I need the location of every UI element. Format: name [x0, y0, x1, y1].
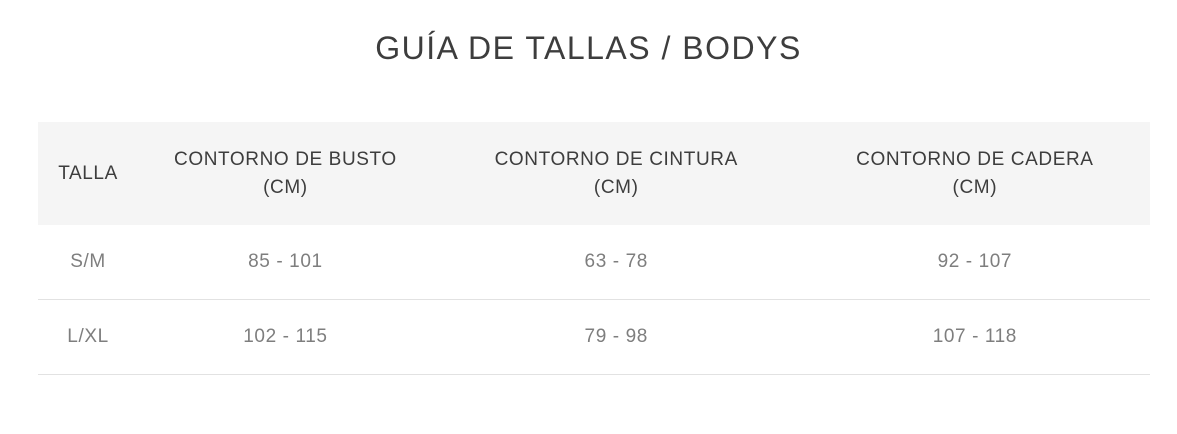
page-title: GUÍA DE TALLAS / BODYS [375, 30, 802, 66]
size-guide-page: GUÍA DE TALLAS / BODYS TALLA CONTORNO DE… [0, 26, 1177, 375]
column-header-cadera: CONTORNO DE CADERA (CM) [799, 122, 1150, 225]
cell-cintura: 79 - 98 [432, 299, 800, 375]
cell-busto: 102 - 115 [138, 299, 433, 375]
table-row: L/XL 102 - 115 79 - 98 107 - 118 [38, 299, 1150, 375]
column-header-busto: CONTORNO DE BUSTO (CM) [138, 122, 433, 225]
column-header-cintura: CONTORNO DE CINTURA (CM) [432, 122, 800, 225]
size-table-body: S/M 85 - 101 63 - 78 92 - 107 L/XL 102 -… [38, 225, 1150, 375]
cell-cadera: 107 - 118 [799, 299, 1150, 375]
table-row: S/M 85 - 101 63 - 78 92 - 107 [38, 225, 1150, 300]
cell-busto: 85 - 101 [138, 225, 433, 300]
cell-talla: L/XL [38, 299, 139, 375]
cell-cintura: 63 - 78 [432, 225, 800, 300]
column-header-talla: TALLA [38, 122, 139, 225]
cell-talla: S/M [38, 225, 139, 300]
size-table: TALLA CONTORNO DE BUSTO (CM) CONTORNO DE… [38, 122, 1150, 375]
size-table-header: TALLA CONTORNO DE BUSTO (CM) CONTORNO DE… [38, 122, 1150, 225]
size-table-container: TALLA CONTORNO DE BUSTO (CM) CONTORNO DE… [38, 122, 1150, 375]
cell-cadera: 92 - 107 [799, 225, 1150, 300]
header-row: TALLA CONTORNO DE BUSTO (CM) CONTORNO DE… [38, 122, 1150, 225]
